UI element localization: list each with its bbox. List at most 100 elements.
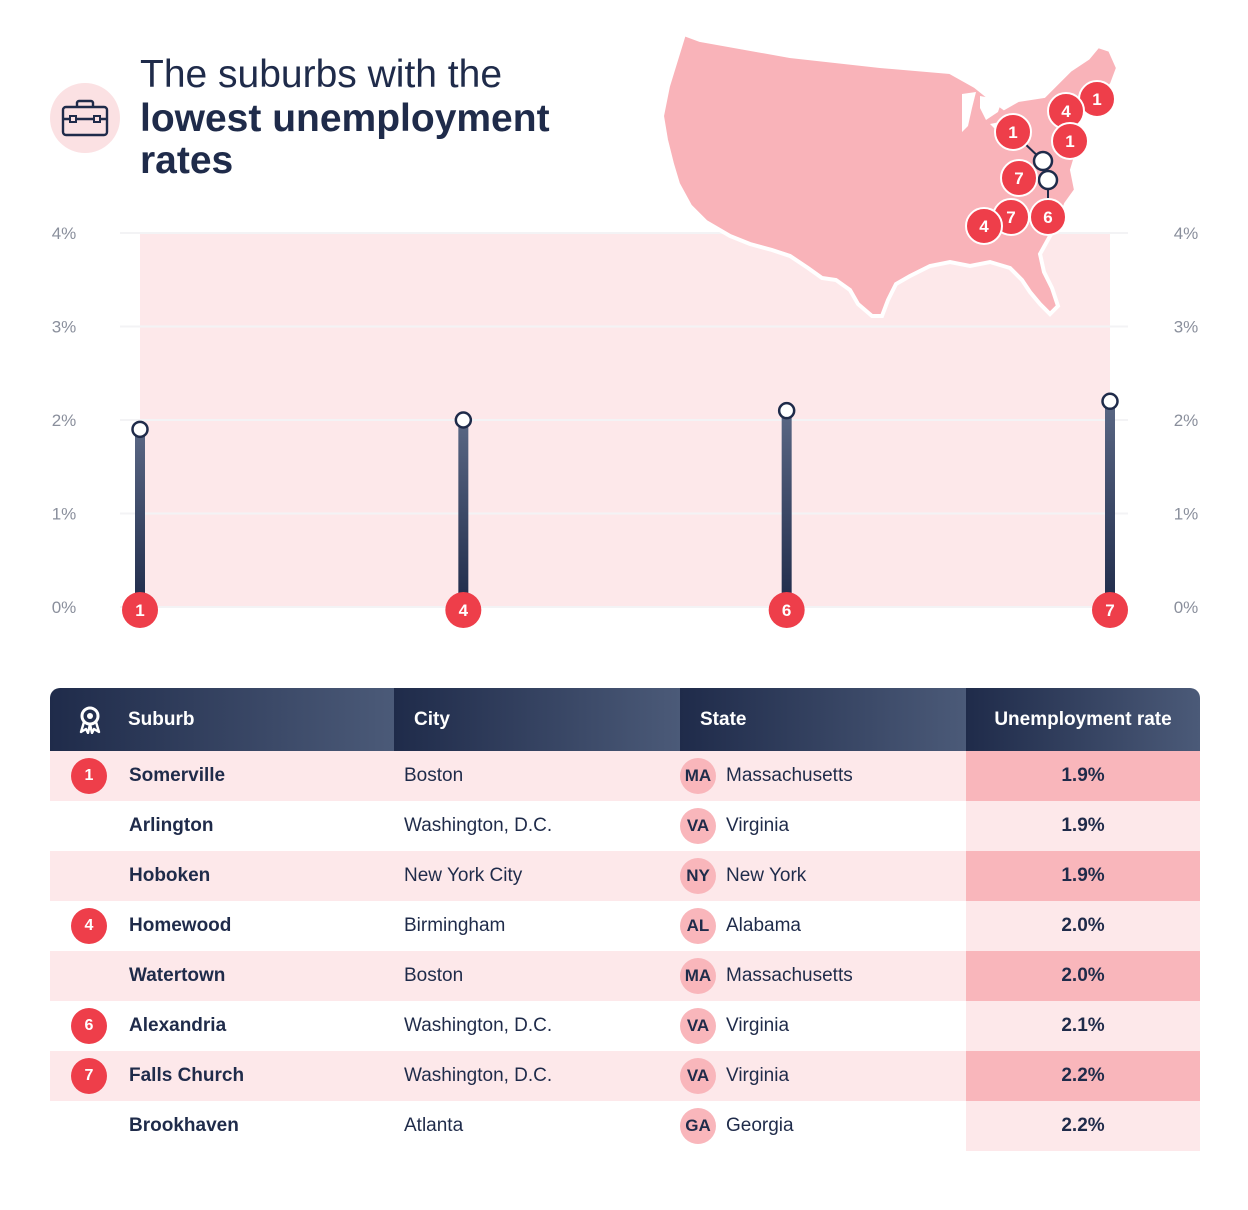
y-tick-label: 3%	[1174, 318, 1199, 337]
rank-badge: 6	[71, 1008, 107, 1044]
rank-badge: 4	[71, 908, 107, 944]
state-name: Virginia	[726, 815, 790, 836]
rank-badge: 1	[71, 758, 107, 794]
map-rank-badge	[1051, 122, 1089, 160]
suburb-name: Hoboken	[129, 865, 211, 886]
suburb-cell: Hoboken	[50, 851, 394, 901]
state-abbr-badge: AL	[680, 908, 716, 944]
city-cell: Boston	[394, 751, 680, 801]
state-cell: VA Virginia	[680, 801, 966, 851]
city-cell: Washington, D.C.	[394, 1001, 680, 1051]
suburb-cell: 6 Alexandria	[50, 1001, 394, 1051]
state-name: Alabama	[726, 915, 801, 936]
suburb-cell: 4 Homewood	[50, 901, 394, 951]
state-cell: VA Virginia	[680, 1001, 966, 1051]
state-abbr-badge: VA	[680, 1058, 716, 1094]
column-header-city[interactable]: City	[394, 688, 680, 751]
column-header-suburb[interactable]: Suburb	[50, 688, 394, 751]
city-name: New York City	[404, 865, 523, 886]
rank-marker	[1092, 592, 1128, 628]
rate-cell: 2.2%	[966, 1051, 1200, 1101]
rank-label: 6	[782, 601, 791, 620]
state-name: Virginia	[726, 1015, 790, 1036]
state-abbr-badge: NY	[680, 858, 716, 894]
page-title: The suburbs with the lowest unemployment…	[140, 52, 660, 182]
city-name: Boston	[404, 965, 464, 986]
y-tick-label: 1%	[52, 505, 77, 524]
suburb-cell: 7 Falls Church	[50, 1051, 394, 1101]
suburb-name: Somerville	[129, 765, 226, 786]
state-cell: VA Virginia	[680, 1051, 966, 1101]
table-row: Arlington Washington, D.C. VA Virginia 1.9%	[50, 801, 1200, 851]
y-tick-label: 2%	[52, 411, 77, 430]
column-header-rate[interactable]: Unemployment rate	[966, 688, 1200, 751]
y-tick-label: 3%	[52, 318, 77, 337]
city-cell: Birmingham	[394, 901, 680, 951]
table-row: 1 Somerville Boston MA Massachusetts 1.9%	[50, 751, 1200, 801]
title-icon-circle	[50, 83, 120, 153]
city-cell: Atlanta	[394, 1101, 680, 1151]
table-row: 6 Alexandria Washington, D.C. VA Virginia 2.1…	[50, 1001, 1200, 1051]
suburb-cell: 1 Somerville	[50, 751, 394, 801]
rank-marker	[445, 592, 482, 628]
table-row: Hoboken New York City NY New York 1.9%	[50, 851, 1200, 901]
state-cell: AL Alabama	[680, 901, 966, 951]
suburb-table: Suburb City State Unemployment rate 1 Som…	[50, 688, 1200, 1151]
state-cell: MA Massachusetts	[680, 951, 966, 1001]
map-rank-label: 6	[1043, 208, 1052, 227]
lollipop-point	[777, 401, 796, 420]
rank-marker	[122, 592, 158, 628]
lollipop-point	[1101, 392, 1119, 411]
rank-marker	[768, 592, 805, 628]
rank-badge: 7	[71, 1058, 107, 1094]
map-rank-label: 7	[1014, 169, 1023, 188]
map-rank-badge	[1000, 159, 1038, 197]
city-name: Atlanta	[404, 1115, 464, 1136]
lollipop-stem	[1105, 401, 1115, 607]
state-name: Massachusetts	[726, 765, 853, 786]
suburb-name: Falls Church	[129, 1065, 245, 1086]
map-rank-label: 7	[1006, 208, 1015, 227]
y-tick-label: 1%	[1174, 505, 1199, 524]
map-rank-label: 4	[979, 217, 989, 236]
rank-label: 4	[459, 601, 469, 620]
city-name: Washington, D.C.	[404, 1015, 553, 1036]
lollipop-stem	[781, 410, 792, 607]
state-abbr-badge: MA	[680, 958, 716, 994]
y-axis-right: 0% 1% 2% 3% 4%	[1174, 224, 1199, 617]
table-row: Brookhaven Atlanta GA Georgia 2.2%	[50, 1101, 1200, 1151]
city-cell: Boston	[394, 951, 680, 1001]
lollipop-stem	[135, 429, 145, 607]
city-cell: Washington, D.C.	[394, 801, 680, 851]
title-line-2: lowest unemployment	[140, 97, 550, 140]
map-rank-badge	[994, 113, 1032, 151]
map-location-marker	[1032, 150, 1054, 172]
city-name: Washington, D.C.	[404, 815, 553, 836]
suburb-name: Brookhaven	[129, 1115, 239, 1136]
city-name: Boston	[404, 765, 464, 786]
rate-cell: 1.9%	[966, 751, 1200, 801]
map-rank-label: 1	[1092, 90, 1101, 109]
table-row: Watertown Boston MA Massachusetts 2.0%	[50, 951, 1200, 1001]
suburb-name: Arlington	[129, 815, 214, 836]
table-row: 7 Falls Church Washington, D.C. VA Virginia 2…	[50, 1051, 1200, 1101]
header-label-city: City	[414, 708, 450, 730]
state-cell: GA Georgia	[680, 1101, 966, 1151]
map-rank-label: 4	[1061, 102, 1071, 121]
city-cell: Washington, D.C.	[394, 1051, 680, 1101]
rank-label: 1	[135, 601, 144, 620]
city-cell: New York City	[394, 851, 680, 901]
state-name: Georgia	[726, 1115, 794, 1136]
suburb-cell: Arlington	[50, 801, 394, 851]
rate-cell: 2.0%	[966, 951, 1200, 1001]
suburb-name: Homewood	[129, 915, 232, 936]
table-row: 4 Homewood Birmingham AL Alabama 2.0%	[50, 901, 1200, 951]
suburb-name: Alexandria	[129, 1015, 227, 1036]
rate-cell: 2.1%	[966, 1001, 1200, 1051]
rate-cell: 1.9%	[966, 851, 1200, 901]
column-header-state[interactable]: State	[680, 688, 966, 751]
map-rank-badge	[965, 207, 1003, 245]
map-rank-label: 1	[1008, 123, 1017, 142]
y-tick-label: 0%	[52, 598, 77, 617]
